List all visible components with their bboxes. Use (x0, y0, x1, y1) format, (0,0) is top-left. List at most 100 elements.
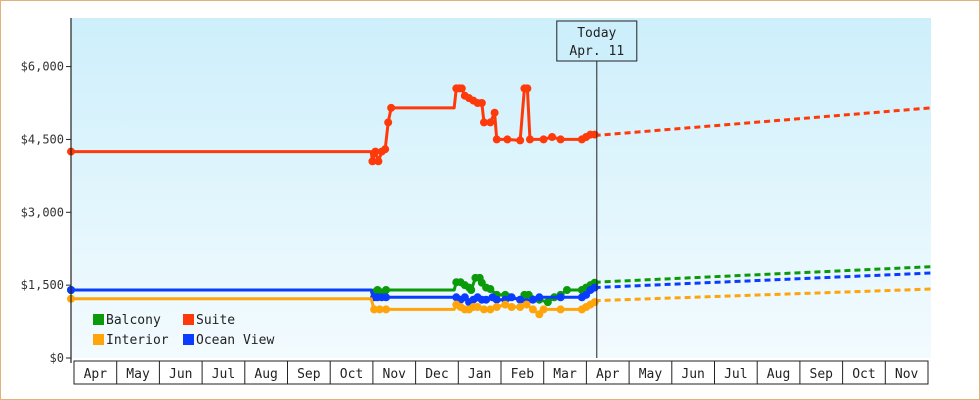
data-point (381, 145, 390, 154)
legend: Balcony Suite Interior Ocean View (93, 313, 274, 348)
data-point (590, 130, 599, 139)
data-point (516, 136, 525, 145)
data-point (479, 305, 488, 314)
today-label: Today (577, 26, 616, 41)
data-point (539, 305, 548, 314)
data-point (556, 305, 565, 314)
series-interior (67, 294, 599, 319)
x-month-label: Oct (340, 367, 363, 382)
y-axis: $0 $1,500 $3,000 $4,500 $6,000 (21, 18, 72, 365)
x-month-label: Sep (297, 367, 321, 382)
data-point (522, 300, 531, 309)
data-point (516, 295, 525, 304)
x-month-label: Mar (553, 367, 577, 382)
data-point (374, 157, 383, 166)
data-point (543, 298, 552, 307)
legend-label: Balcony (106, 313, 161, 328)
legend-item-interior: Interior (93, 333, 169, 348)
series-layer (67, 84, 599, 319)
data-point (467, 286, 476, 294)
data-point (371, 147, 380, 156)
data-point (479, 118, 488, 127)
data-point (486, 285, 495, 294)
data-point (523, 84, 532, 93)
data-point (548, 133, 557, 141)
data-point (556, 293, 565, 302)
y-tick-label: $3,000 (21, 205, 64, 219)
data-point (528, 295, 537, 304)
legend-item-balcony: Balcony (93, 313, 161, 328)
x-month-label: Nov (895, 367, 919, 382)
today-marker: Today Apr. 11 (556, 20, 638, 358)
data-point (535, 293, 544, 302)
data-point (382, 305, 391, 314)
data-point (368, 157, 377, 166)
forecast-line-1 (594, 265, 932, 284)
x-month-label: May (126, 367, 150, 382)
x-month-label: Sep (810, 367, 834, 382)
data-point (375, 305, 384, 314)
data-point (492, 295, 501, 304)
x-month-label: May (639, 367, 663, 382)
forecast-layer (594, 106, 932, 303)
y-tick-label: $4,500 (21, 132, 64, 146)
data-point (382, 286, 391, 294)
data-point (501, 300, 510, 309)
x-month-label: Dec (425, 367, 448, 382)
y-tick-label: $1,500 (21, 278, 64, 292)
data-point (490, 108, 499, 117)
x-month-label: Aug (767, 367, 790, 382)
data-point (370, 305, 379, 314)
legend-swatch (93, 334, 104, 345)
today-date: Apr. 11 (569, 44, 624, 59)
data-point (477, 99, 486, 107)
data-point (539, 135, 548, 144)
data-point (492, 135, 501, 144)
legend-swatch (183, 334, 194, 345)
data-point (556, 135, 565, 144)
y-tick-label: $6,000 (21, 60, 64, 74)
legend-item-suite: Suite (183, 313, 235, 328)
x-month-label: Apr (84, 367, 108, 382)
data-point (507, 303, 516, 311)
series-ocean-view (67, 283, 599, 307)
legend-label: Interior (106, 333, 169, 348)
legend-swatch (93, 314, 104, 325)
legend-swatch (183, 314, 194, 325)
x-month-label: Jul (212, 367, 235, 382)
data-point (387, 103, 396, 112)
data-point (384, 118, 393, 127)
x-month-label: Aug (254, 367, 277, 382)
data-point (528, 305, 537, 314)
y-tick-label: $0 (50, 351, 64, 365)
data-point (503, 135, 512, 144)
x-month-label: Jan (468, 367, 491, 382)
data-point (507, 293, 516, 302)
data-point (486, 305, 495, 314)
x-month-label: Jun (169, 367, 192, 382)
data-point (457, 84, 466, 93)
data-point (486, 118, 495, 127)
series-suite (67, 84, 599, 166)
data-point (492, 303, 501, 311)
data-point (482, 295, 491, 304)
data-point (590, 298, 599, 307)
forecast-line-3 (594, 287, 932, 303)
x-axis: Apr May Jun Jul Aug Sep Oct Nov Dec Jan Feb Mar Apr M… (73, 360, 929, 385)
x-month-label: Feb (511, 367, 535, 382)
x-month-label: Nov (383, 367, 407, 382)
x-month-label: Jun (681, 367, 704, 382)
plot-area (71, 18, 931, 358)
data-point (590, 283, 599, 292)
data-point (525, 135, 534, 144)
x-month-label: Jul (724, 367, 747, 382)
forecast-line-2 (594, 271, 932, 290)
legend-item-ocean-view: Ocean View (183, 333, 274, 348)
x-month-label: Apr (596, 367, 620, 382)
data-point (473, 303, 482, 311)
legend-label: Suite (196, 313, 235, 328)
today-box (556, 20, 638, 62)
data-point (562, 286, 571, 294)
forecast-line-0 (594, 106, 932, 138)
